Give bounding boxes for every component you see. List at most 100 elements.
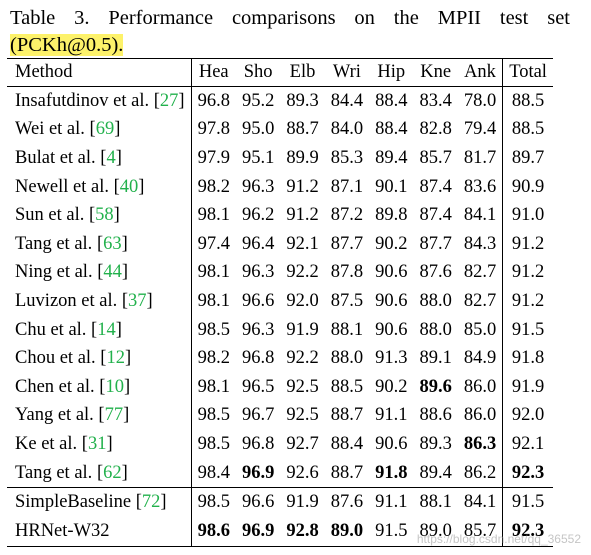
score-cell-total: 92.0 — [502, 401, 553, 431]
score-cell-hea: 97.9 — [197, 147, 230, 168]
citation-link[interactable]: 58 — [95, 205, 114, 226]
score-cell-hea: 98.5 — [197, 433, 230, 454]
method-name: Insafutdinov et al. [27] — [7, 86, 192, 116]
score-cell-sho: 96.4 — [241, 233, 275, 254]
score-cell-hip: 91.5 — [369, 516, 414, 547]
score-cell-sho: 96.9 — [235, 516, 281, 547]
score-cell-hea: 98.1 — [197, 376, 230, 397]
score-cell-kne: 87.7 — [419, 233, 452, 254]
score-cell-kne: 88.1 — [413, 487, 458, 517]
citation-link[interactable]: 63 — [103, 233, 122, 254]
citation-link[interactable]: 37 — [128, 290, 147, 311]
score-cell-wri: 87.7 — [330, 233, 364, 254]
score-cell-sho: 96.3 — [241, 262, 275, 283]
score-cell-ank: 84.1 — [463, 205, 497, 226]
score-cell-ank: 86.0 — [463, 405, 497, 426]
citation-link[interactable]: 40 — [119, 176, 139, 197]
table-body: Insafutdinov et al. [27] 96.8 95.2 89.3 84.4… — [7, 86, 553, 547]
citation-link[interactable]: 31 — [87, 433, 107, 454]
score-cell-wri: 89.0 — [324, 516, 370, 547]
score-cell-kne: 88.6 — [419, 405, 452, 426]
score-cell-hip: 91.1 — [369, 487, 414, 517]
header-row: Method Hea Sho Elb Wri Hip Kne Ank Total — [7, 58, 553, 87]
score-cell-hea: 98.1 — [197, 290, 230, 311]
score-cell-elb: 92.5 — [286, 405, 319, 426]
table-row: Chen et al. [10] 98.1 96.5 92.5 88.5 90.2 89.6… — [7, 372, 553, 402]
citation-link[interactable]: 4 — [106, 147, 116, 168]
score-cell-kne: 87.4 — [419, 176, 452, 197]
score-cell-kne: 89.3 — [419, 433, 452, 454]
method-name: Chu et al. [14] — [7, 315, 192, 345]
column-header-ank: Ank — [457, 58, 503, 87]
column-header-sho: Sho — [235, 58, 281, 87]
score-cell-kne: 89.4 — [419, 462, 452, 483]
citation-link[interactable]: 69 — [95, 119, 115, 140]
citation-link[interactable]: 14 — [97, 319, 116, 340]
citation-link[interactable]: 27 — [159, 90, 179, 111]
score-cell-elb: 92.2 — [286, 262, 319, 283]
score-cell-hip: 90.6 — [375, 290, 408, 311]
score-cell-elb: 92.2 — [286, 348, 319, 369]
citation-link[interactable]: 62 — [103, 462, 122, 483]
score-cell-hip: 88.4 — [375, 119, 408, 140]
score-cell-hip: 89.4 — [375, 147, 408, 168]
score-cell-kne: 89.0 — [413, 516, 458, 547]
method-name: Ning et al. [44] — [7, 258, 192, 288]
citation-link[interactable]: 12 — [106, 348, 125, 369]
score-cell-elb: 92.5 — [286, 376, 319, 397]
score-cell-total: 91.5 — [502, 315, 553, 345]
score-cell-sho: 96.6 — [235, 487, 281, 517]
score-cell-hea: 98.4 — [197, 462, 230, 483]
score-cell-elb: 91.9 — [280, 487, 325, 517]
score-cell-total: 91.2 — [502, 287, 553, 316]
score-cell-sho: 96.8 — [241, 433, 275, 454]
score-cell-kne: 83.4 — [419, 90, 452, 111]
score-cell-kne: 88.0 — [419, 290, 452, 311]
table-row: Sun et al. [58] 98.1 96.2 91.2 87.2 89.8 87.4 8… — [7, 201, 553, 230]
table-row: Chou et al. [12] 98.2 96.8 92.2 88.0 91.3 89.1… — [7, 344, 553, 373]
score-cell-sho: 96.2 — [241, 205, 275, 226]
column-header-wri: Wri — [324, 58, 370, 87]
column-header-total: Total — [502, 58, 553, 87]
score-cell-hea: 96.8 — [197, 90, 230, 111]
score-cell-elb: 89.9 — [286, 147, 319, 168]
table-row: Chu et al. [14] 98.5 96.3 91.9 88.1 90.6 88.0 8… — [7, 315, 553, 345]
score-cell-wri: 87.5 — [330, 290, 364, 311]
score-cell-kne: 89.6 — [419, 376, 452, 397]
score-cell-total: 89.7 — [502, 144, 553, 173]
highlighted-metric: (PCKh@0.5). — [10, 34, 124, 56]
score-cell-hea: 98.5 — [197, 405, 230, 426]
score-cell-sho: 95.2 — [241, 90, 275, 111]
citation-link[interactable]: 10 — [105, 376, 124, 397]
score-cell-total: 91.0 — [502, 201, 553, 230]
table-row: Ning et al. [44] 98.1 96.3 92.2 87.8 90.6 87.6… — [7, 258, 553, 288]
score-cell-wri: 88.5 — [330, 376, 364, 397]
score-cell-hip: 88.4 — [375, 90, 408, 111]
score-cell-kne: 89.1 — [419, 348, 452, 369]
score-cell-kne: 82.8 — [419, 119, 452, 140]
score-cell-kne: 87.6 — [419, 262, 452, 283]
citation-link[interactable]: 77 — [104, 405, 124, 426]
score-cell-hip: 89.8 — [375, 205, 408, 226]
citation-link[interactable]: 44 — [103, 262, 122, 283]
score-cell-ank: 82.7 — [463, 262, 497, 283]
score-cell-ank: 81.7 — [463, 147, 497, 168]
score-cell-total: 92.1 — [502, 430, 553, 459]
score-cell-hip: 90.6 — [375, 262, 408, 283]
score-cell-ank: 79.4 — [463, 119, 497, 140]
score-cell-kne: 87.4 — [419, 205, 452, 226]
score-cell-elb: 89.3 — [286, 90, 319, 111]
method-name: Yang et al. [77] — [7, 401, 192, 431]
score-cell-hea: 98.5 — [197, 319, 230, 340]
score-cell-hea: 98.2 — [197, 176, 230, 197]
score-cell-wri: 88.7 — [330, 462, 364, 483]
score-cell-ank: 85.7 — [457, 516, 503, 547]
score-cell-hea: 98.1 — [197, 205, 230, 226]
score-cell-ank: 84.9 — [463, 348, 497, 369]
score-cell-total: 92.3 — [502, 458, 553, 488]
method-name: Bulat et al. [4] — [7, 144, 192, 173]
citation-link[interactable]: 72 — [141, 492, 161, 513]
method-name: Sun et al. [58] — [7, 201, 192, 230]
score-cell-elb: 91.2 — [286, 176, 319, 197]
table-row: Yang et al. [77] 98.5 96.7 92.5 88.7 91.1 88.6… — [7, 401, 553, 431]
